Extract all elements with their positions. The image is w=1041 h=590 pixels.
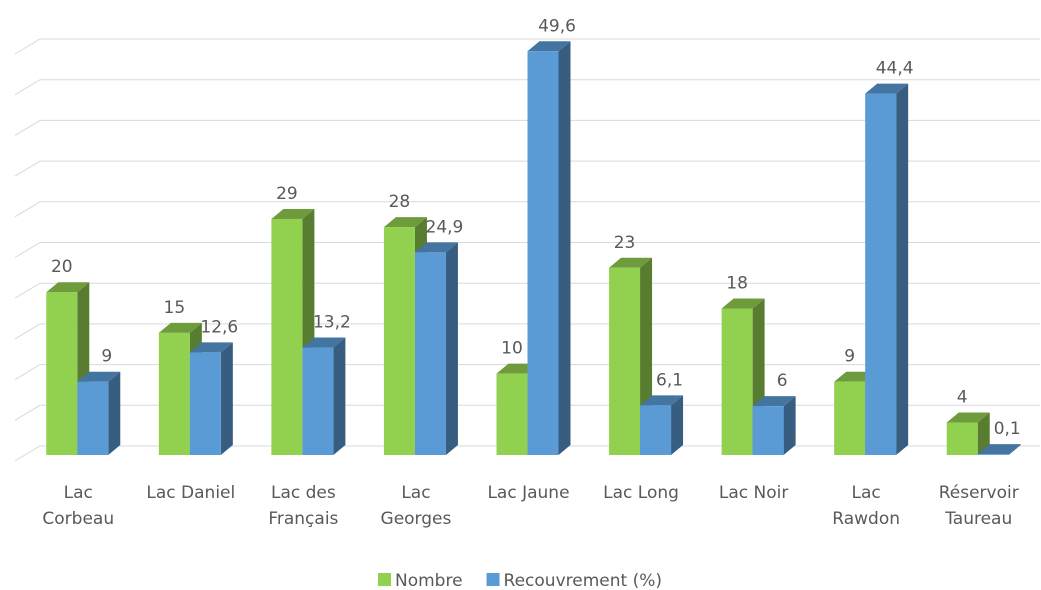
- bar: [834, 381, 866, 455]
- x-tick-label: Lac Long: [603, 483, 679, 503]
- bar-top: [752, 396, 796, 407]
- legend-label: Recouvrement (%): [504, 571, 662, 590]
- bar-side: [783, 396, 796, 455]
- grid-line: [14, 201, 1040, 218]
- data-label: 0,1: [994, 419, 1021, 439]
- bar: [158, 332, 190, 455]
- bar: [640, 405, 672, 455]
- legend-swatch: [486, 573, 500, 586]
- grid-line: [14, 445, 1040, 462]
- bar: [721, 308, 753, 455]
- bar-top: [158, 322, 202, 333]
- grid-line: [14, 160, 1040, 177]
- bar-top: [414, 242, 458, 253]
- bar: [865, 93, 897, 456]
- data-label: 28: [389, 192, 411, 212]
- data-label: 15: [164, 298, 186, 318]
- bar-top: [189, 342, 233, 353]
- bar-top: [946, 412, 990, 423]
- grid-line: [14, 404, 1040, 421]
- bar-top: [609, 257, 653, 268]
- bar: [46, 292, 78, 455]
- x-tick-label: Lac Noir: [718, 483, 789, 503]
- grid-line: [14, 79, 1040, 96]
- x-tick-label: Lac des Français: [268, 483, 339, 529]
- data-label: 13,2: [313, 313, 351, 333]
- bar-side: [1008, 444, 1021, 455]
- bar: [946, 422, 978, 455]
- bar-top: [977, 444, 1021, 455]
- x-tick-label: Lac Jaune: [487, 483, 570, 503]
- bar: [77, 381, 109, 455]
- data-label: 20: [51, 257, 73, 277]
- bar-top: [721, 298, 765, 309]
- data-label: 18: [726, 273, 748, 293]
- x-tick-label: Lac Rawdon: [832, 483, 901, 529]
- bar-top: [640, 395, 684, 406]
- bar: [189, 352, 221, 455]
- data-label: 6: [777, 371, 788, 391]
- bar-side: [558, 41, 571, 455]
- data-label: 44,4: [876, 59, 914, 79]
- bar-top: [383, 217, 427, 228]
- data-label: 4: [957, 387, 968, 407]
- grid-line: [14, 364, 1040, 381]
- data-label: 9: [844, 347, 855, 367]
- legend-swatch: [378, 573, 391, 586]
- bar-side: [977, 412, 990, 455]
- bar-side: [671, 395, 684, 455]
- data-label: 49,6: [538, 16, 576, 36]
- x-tick-label: Lac Corbeau: [42, 483, 115, 529]
- bar-top: [271, 208, 315, 219]
- data-label: 12,6: [200, 317, 238, 337]
- bar: [271, 218, 303, 455]
- grid-line: [14, 38, 1040, 55]
- bar-top: [77, 371, 121, 382]
- bar-side: [896, 83, 909, 456]
- bar: [414, 252, 446, 455]
- x-tick-label: Réservoir Taureau: [938, 483, 1019, 529]
- data-label: 23: [614, 233, 636, 253]
- bar-top: [302, 337, 346, 348]
- bar-top: [865, 83, 909, 94]
- grid-line: [14, 119, 1040, 136]
- bar: [752, 406, 784, 455]
- bar: [609, 267, 641, 455]
- data-label: 10: [501, 339, 523, 359]
- bar: [527, 51, 559, 455]
- bar-top: [46, 282, 90, 293]
- bar-side: [108, 371, 121, 455]
- bar: [977, 454, 1009, 455]
- bar: [302, 347, 334, 455]
- grid-line: [14, 323, 1040, 340]
- legend-label: Nombre: [395, 571, 463, 590]
- bar: [496, 373, 528, 455]
- grid-line: [14, 242, 1040, 258]
- data-label: 24,9: [426, 217, 464, 237]
- x-tick-label: Lac Daniel: [146, 483, 236, 503]
- bar-top: [527, 41, 571, 52]
- x-tick-label: Lac Georges: [380, 483, 452, 529]
- bar-side: [220, 342, 233, 455]
- data-label: 9: [101, 347, 112, 367]
- grid-line: [14, 282, 1040, 299]
- bar: [383, 227, 415, 455]
- data-label: 6,1: [656, 370, 683, 390]
- data-label: 29: [276, 184, 298, 204]
- bar-side: [333, 337, 346, 455]
- bar-side: [445, 242, 458, 455]
